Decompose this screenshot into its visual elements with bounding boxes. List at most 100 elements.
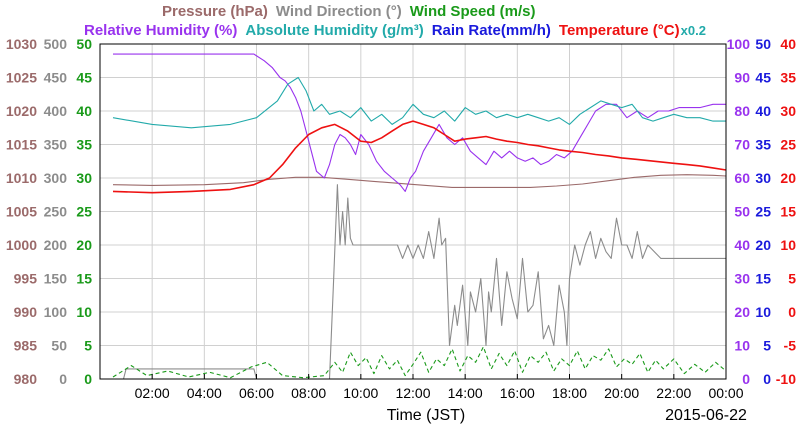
wind-direction-axis-tick: 450 xyxy=(44,70,68,86)
relative-humidity-axis-tick: 100 xyxy=(727,36,751,52)
series-pressure-hpa xyxy=(112,174,727,188)
pressure-axis-tick: 1020 xyxy=(6,103,37,119)
wind-direction-axis-tick: 0 xyxy=(59,371,67,387)
x-tick-1400: 14:00 xyxy=(448,385,483,401)
series-wind-speed-m-s xyxy=(112,346,727,379)
pressure-axis-tick: 995 xyxy=(14,271,38,287)
rain-rate-axis-tick: 30 xyxy=(755,170,771,186)
rain-rate-axis-tick: 25 xyxy=(755,204,771,220)
rain-rate-axis-tick: 35 xyxy=(755,137,771,153)
wind-speed-axis-tick: 30 xyxy=(76,170,92,186)
wind-direction-axis-tick: 400 xyxy=(44,103,68,119)
left-axes: 1030102510201015101010051000995990985980… xyxy=(6,36,92,387)
temperature-axis-tick: -5 xyxy=(784,338,797,354)
x-axis-label: Time (JST) xyxy=(387,407,466,424)
date-label: 2015-06-22 xyxy=(665,407,747,424)
temperature-axis-tick: 20 xyxy=(780,170,796,186)
legend-wind-direction: Wind Direction (°) xyxy=(276,3,402,20)
legend-pressure-hpa: Pressure (hPa) xyxy=(162,3,268,20)
x-tick-0000: 00:00 xyxy=(708,385,743,401)
x-tick-labels: 02:00 04:00 06:00 08:00 10:00 12:00 14:00 16:00… xyxy=(135,374,744,401)
grid-lines xyxy=(100,44,726,379)
temperature-axis-tick: 35 xyxy=(780,70,796,86)
wind-speed-axis-tick: 35 xyxy=(76,137,92,153)
wind-direction-axis-tick: 200 xyxy=(44,237,68,253)
relative-humidity-axis-tick: 0 xyxy=(742,371,750,387)
wind-direction-axis-tick: 150 xyxy=(44,271,68,287)
x-tick-1200: 12:00 xyxy=(395,385,430,401)
x-tick-0800: 08:00 xyxy=(291,385,326,401)
temperature-axis-tick: 5 xyxy=(788,271,796,287)
temperature-axis-tick: 0 xyxy=(788,304,796,320)
relative-humidity-axis-tick: 50 xyxy=(734,204,750,220)
relative-humidity-axis-tick: 80 xyxy=(734,103,750,119)
legend-row-1: Pressure (hPa) Wind Direction (°) Wind Spe… xyxy=(162,3,535,20)
wind-direction-axis-tick: 250 xyxy=(44,204,68,220)
legend-relative-humidity: Relative Humidity (%) xyxy=(84,22,237,39)
wind-direction-axis-tick: 350 xyxy=(44,137,68,153)
legend-x0-2: x0.2 xyxy=(681,23,706,38)
pressure-axis-tick: 985 xyxy=(14,338,38,354)
rain-rate-axis-tick: 10 xyxy=(755,304,771,320)
relative-humidity-axis-tick: 90 xyxy=(734,70,750,86)
pressure-axis-tick: 1005 xyxy=(6,204,37,220)
rain-rate-axis-tick: 5 xyxy=(763,338,771,354)
pressure-axis-tick: 1030 xyxy=(6,36,37,52)
relative-humidity-axis-tick: 40 xyxy=(734,237,750,253)
pressure-axis-tick: 990 xyxy=(14,304,38,320)
right-axes: 1009080706050403020100504540353025201510… xyxy=(727,36,797,387)
wind-speed-axis-tick: 15 xyxy=(76,271,92,287)
x-tick-1000: 10:00 xyxy=(343,385,378,401)
x-tick-2200: 22:00 xyxy=(656,385,691,401)
temperature-axis-tick: 30 xyxy=(780,103,796,119)
wind-direction-axis-tick: 100 xyxy=(44,304,68,320)
wind-direction-axis-tick: 500 xyxy=(44,36,68,52)
wind-speed-axis-tick: 5 xyxy=(84,338,92,354)
wind-speed-axis-tick: 45 xyxy=(76,70,92,86)
temperature-axis-tick: 40 xyxy=(780,36,796,52)
relative-humidity-axis-tick: 30 xyxy=(734,271,750,287)
legend2-text: Relative Humidity (%) Absolute Humidity (… xyxy=(84,22,706,39)
rain-rate-axis-tick: 15 xyxy=(755,271,771,287)
wind-direction-axis-tick: 50 xyxy=(51,338,67,354)
pressure-axis-tick: 1010 xyxy=(6,170,37,186)
series-wind-direction xyxy=(113,184,726,380)
temperature-axis-tick: 15 xyxy=(780,204,796,220)
rain-rate-axis-tick: 0 xyxy=(763,371,771,387)
series-lines xyxy=(112,53,727,380)
pressure-axis-tick: 1015 xyxy=(6,137,37,153)
series-temperature-c xyxy=(112,120,727,194)
rain-rate-axis-tick: 20 xyxy=(755,237,771,253)
wind-speed-axis-tick: 40 xyxy=(76,103,92,119)
wind-speed-axis-tick: 0 xyxy=(84,371,92,387)
rain-rate-axis-tick: 50 xyxy=(755,36,771,52)
relative-humidity-axis-tick: 20 xyxy=(734,304,750,320)
legend-absolute-humidity-g-m: Absolute Humidity (g/m³) xyxy=(245,22,423,39)
temperature-axis-tick: -10 xyxy=(776,371,796,387)
rain-rate-axis-tick: 45 xyxy=(755,70,771,86)
x-tick-1800: 18:00 xyxy=(552,385,587,401)
pressure-axis-tick: 1025 xyxy=(6,70,37,86)
x-tick-2000: 20:00 xyxy=(604,385,639,401)
pressure-axis-tick: 980 xyxy=(14,371,38,387)
x-tick-1600: 16:00 xyxy=(500,385,535,401)
wind-direction-axis-tick: 300 xyxy=(44,170,68,186)
legend-wind-speed-m-s: Wind Speed (m/s) xyxy=(410,3,536,20)
wind-speed-axis-tick: 25 xyxy=(76,204,92,220)
relative-humidity-axis-tick: 10 xyxy=(734,338,750,354)
x-tick-0600: 06:00 xyxy=(239,385,274,401)
relative-humidity-axis-tick: 60 xyxy=(734,170,750,186)
relative-humidity-axis-tick: 70 xyxy=(734,137,750,153)
series-absolute-humidity-g-m xyxy=(112,76,726,129)
temperature-axis-tick: 10 xyxy=(780,237,796,253)
rain-rate-axis-tick: 40 xyxy=(755,103,771,119)
wind-speed-axis-tick: 10 xyxy=(76,304,92,320)
wind-speed-axis-tick: 20 xyxy=(76,237,92,253)
legend-rain-rate-mm-h: Rain Rate(mm/h) xyxy=(432,22,551,39)
pressure-axis-tick: 1000 xyxy=(6,237,37,253)
x-tick-0200: 02:00 xyxy=(135,385,170,401)
legend1-text: Pressure (hPa) Wind Direction (°) Wind Spe… xyxy=(162,3,535,20)
legend-temperature-c: Temperature (°C) xyxy=(559,22,680,39)
legend-row-2: Relative Humidity (%) Absolute Humidity (… xyxy=(84,22,706,39)
